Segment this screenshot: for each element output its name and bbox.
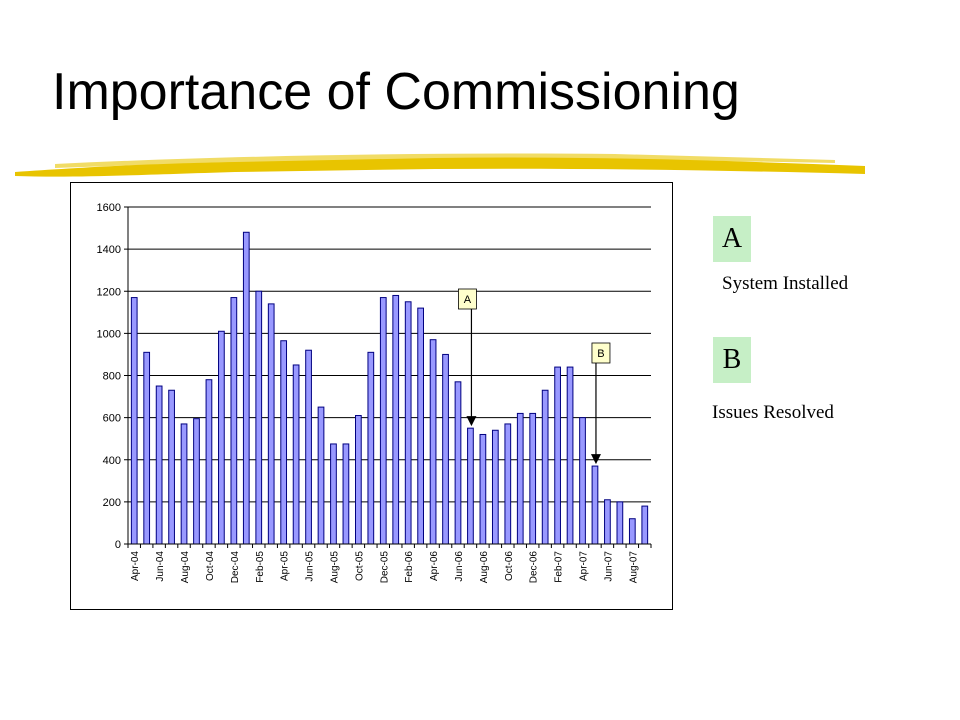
x-tick-label: Oct-04 [205, 551, 216, 581]
gridlines [124, 206, 651, 545]
bar-jul-06 [467, 427, 474, 545]
bar-nov-05 [367, 351, 375, 545]
bar-feb-06 [404, 301, 412, 545]
bar-chart: 0 200 400 600 800 1000 1200 1400 1600 Apr-04 Jun-… [97, 202, 652, 584]
y-tick-label: 400 [103, 455, 121, 467]
annotation-a-callout [458, 288, 477, 310]
bar-oct-05 [355, 415, 362, 545]
bar-jun-05 [305, 349, 312, 545]
x-tick-label: Aug-06 [479, 551, 490, 584]
y-tick-label: 600 [103, 413, 121, 425]
bar-jun-04 [155, 385, 163, 545]
x-tick-label: Oct-05 [354, 551, 365, 581]
annotation-b-callout [591, 342, 611, 364]
annotation-b-label: B [597, 348, 604, 360]
annotation-a-label: A [464, 294, 472, 306]
axes [127, 207, 652, 548]
x-tick-label: Aug-05 [329, 551, 340, 584]
bar-aug-05 [330, 443, 337, 545]
y-tick-label: 1000 [97, 328, 121, 340]
x-tick-label: Feb-06 [404, 551, 415, 583]
bar-feb-07 [554, 366, 561, 545]
y-tick-label: 200 [103, 497, 121, 509]
annotations: AB [458, 288, 611, 465]
bar-may-06 [442, 353, 449, 545]
x-tick-label: Aug-04 [180, 551, 191, 584]
slide-title: Importance of Commissioning [52, 63, 740, 121]
bar-jan-07 [541, 389, 549, 545]
legend-b-text: Issues Resolved [712, 402, 834, 423]
y-tick-label: 800 [103, 371, 121, 383]
bar-sep-04 [193, 418, 200, 545]
x-tick-label: Jun-04 [155, 551, 166, 582]
bar-mar-07 [566, 366, 574, 545]
annotation-b-arrowhead [590, 454, 601, 465]
x-tick-label: Apr-04 [130, 551, 141, 581]
bar-jul-05 [317, 406, 325, 545]
bar-may-07 [591, 465, 599, 545]
x-tick-label: Jun-05 [305, 551, 316, 582]
legend-a-text: System Installed [722, 273, 849, 294]
x-tick-label: Oct-06 [504, 551, 515, 581]
x-tick-label: Jun-07 [603, 551, 614, 582]
bar-jun-07 [604, 499, 611, 545]
x-tick-label: Aug-07 [628, 551, 639, 584]
title-underline-brush [15, 153, 865, 177]
bar-mar-05 [267, 303, 275, 545]
y-tick-label: 1400 [97, 244, 121, 256]
bar-dec-04 [230, 297, 238, 545]
x-tick-label: Apr-07 [579, 551, 590, 581]
bar-apr-06 [429, 339, 437, 545]
bar-feb-05 [255, 290, 263, 545]
bar-may-04 [143, 351, 151, 545]
bar-jul-07 [616, 501, 624, 545]
legend-b-badge: B [713, 337, 751, 383]
bar-nov-06 [516, 412, 524, 545]
y-tick-labels: 0 200 400 600 800 1000 1200 1400 1600 [97, 202, 121, 551]
x-tick-label: Feb-07 [554, 551, 565, 583]
x-tick-label: Dec-04 [230, 551, 241, 584]
bar-jun-06 [454, 381, 462, 545]
x-tick-label: Jun-06 [454, 551, 465, 582]
x-tick-label: Apr-06 [429, 551, 440, 581]
bar-may-05 [292, 364, 300, 545]
bar-sep-07 [641, 505, 649, 545]
x-tick-label: Dec-05 [379, 551, 390, 584]
bar-mar-06 [417, 307, 424, 545]
bar-aug-04 [180, 423, 188, 545]
bar-oct-06 [504, 423, 512, 545]
bar-jan-05 [242, 231, 250, 545]
y-tick-label: 0 [115, 539, 121, 551]
bar-apr-07 [579, 417, 586, 545]
bar-apr-05 [280, 340, 288, 545]
bar-jul-04 [168, 389, 175, 545]
y-tick-label: 1200 [97, 286, 121, 298]
bar-nov-04 [218, 330, 225, 545]
bar-oct-04 [205, 379, 213, 545]
bars [130, 231, 649, 545]
x-tick-label: Apr-05 [280, 551, 291, 581]
bar-apr-04 [130, 297, 138, 545]
bar-sep-06 [491, 429, 499, 545]
legend-a-badge: A [713, 216, 751, 262]
chart-frame: 0 200 400 600 800 1000 1200 1400 1600 Apr-04 Jun-… [70, 182, 673, 610]
bar-aug-07 [628, 518, 636, 545]
bar-aug-06 [479, 433, 487, 545]
x-tick-label: Feb-05 [255, 551, 266, 583]
bar-sep-05 [342, 443, 350, 545]
bar-dec-06 [529, 412, 537, 545]
annotation-a-arrowhead [466, 416, 477, 427]
bar-jan-06 [392, 294, 400, 545]
x-tick-labels: Apr-04 Jun-04 Aug-04 Oct-04 Dec-04 Feb-05 Apr-… [130, 551, 639, 584]
bar-dec-05 [379, 297, 387, 545]
x-tick-label: Dec-06 [529, 551, 540, 584]
y-tick-label: 1600 [97, 202, 121, 214]
